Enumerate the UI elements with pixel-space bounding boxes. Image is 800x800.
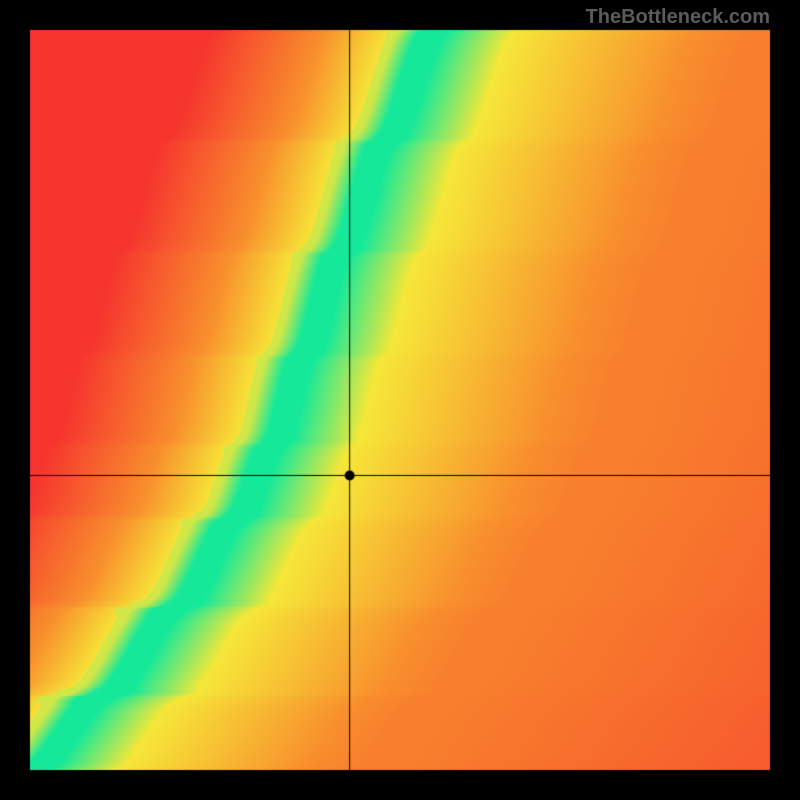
watermark-text: TheBottleneck.com (586, 6, 770, 29)
heatmap-canvas (0, 0, 800, 800)
